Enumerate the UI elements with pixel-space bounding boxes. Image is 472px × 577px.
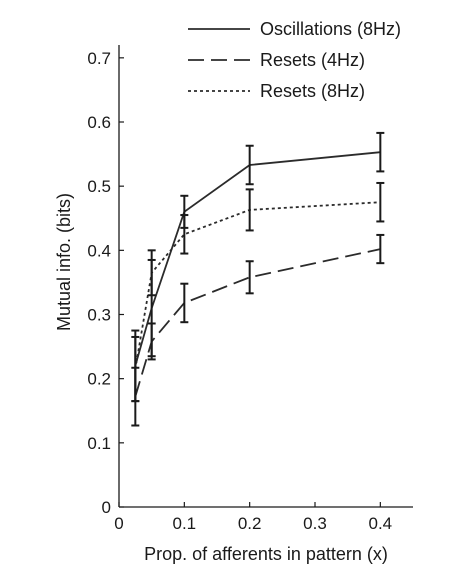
series-line: [134, 201, 381, 370]
series-line: [134, 248, 381, 397]
x-tick-label: 0.1: [173, 514, 197, 533]
legend: Oscillations (8Hz) Resets (4Hz) Resets (8H…: [188, 19, 401, 101]
legend-label: Resets (4Hz): [260, 50, 365, 70]
legend-label: Oscillations (8Hz): [260, 19, 401, 39]
x-tick-label: 0.3: [303, 514, 327, 533]
y-tick-label: 0.6: [87, 113, 111, 132]
error-bar: [180, 282, 189, 324]
error-bar: [180, 214, 189, 255]
y-tick-label: 0.5: [87, 177, 111, 196]
series-2: [131, 233, 385, 427]
y-axis-label: Mutual info. (bits): [54, 193, 74, 331]
series-layer: [131, 131, 385, 427]
error-bar: [131, 335, 140, 403]
y-tick-label: 0.7: [87, 49, 111, 68]
y-tick-label: 0.3: [87, 306, 111, 325]
y-tick-label: 0: [102, 498, 111, 517]
error-bar: [245, 144, 254, 186]
error-bar: [147, 249, 156, 297]
x-tick-label: 0: [114, 514, 123, 533]
y-tick-label: 0.2: [87, 370, 111, 389]
error-bar: [376, 181, 385, 223]
y-tick-label: 0.1: [87, 434, 111, 453]
y-tick-label: 0.4: [87, 241, 111, 260]
error-bar: [245, 260, 254, 295]
x-axis-label: Prop. of afferents in pattern (x): [144, 544, 388, 564]
series-3: [131, 181, 385, 403]
x-tick-label: 0.4: [369, 514, 393, 533]
series-line: [134, 151, 381, 367]
error-bar: [245, 188, 254, 232]
series-1: [131, 131, 385, 403]
x-tick-label: 0.2: [238, 514, 262, 533]
legend-label: Resets (8Hz): [260, 81, 365, 101]
error-bar: [376, 131, 385, 173]
axes: 0 0.1 0.2 0.3 0.4 0.5 0.6 0.7 0 0.1 0.2 0.3 0.4: [87, 45, 413, 533]
error-bar: [147, 322, 156, 361]
error-bar: [376, 233, 385, 265]
